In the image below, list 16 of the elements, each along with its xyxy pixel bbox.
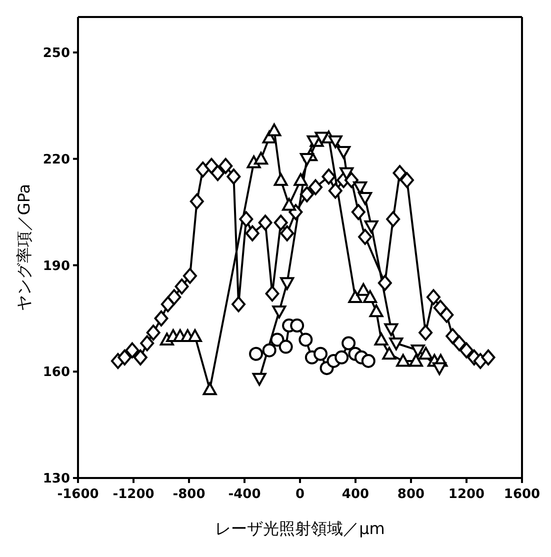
y-tick-label: 130	[42, 472, 70, 487]
x-tick-label: 800	[397, 487, 425, 502]
y-tick-label: 250	[42, 46, 70, 62]
x-tick-label: 1600	[504, 487, 540, 502]
y-tick-label: 220	[42, 152, 70, 168]
x-tick-label: -400	[228, 487, 261, 502]
x-tick-label: 0	[295, 487, 305, 502]
x-tick-label: -1600	[57, 487, 99, 502]
y-tick-label: 190	[42, 258, 70, 274]
y-axis-title: ヤング率項／GPa	[14, 184, 34, 312]
x-tick-label: -800	[172, 487, 206, 502]
x-tick-label: 1200	[448, 487, 485, 502]
y-tick-label: 160	[42, 365, 70, 380]
x-tick-label: -1200	[112, 487, 154, 502]
x-axis-title: レーザ光照射領域／μm	[215, 519, 385, 538]
x-tick-label: 400	[342, 487, 370, 502]
